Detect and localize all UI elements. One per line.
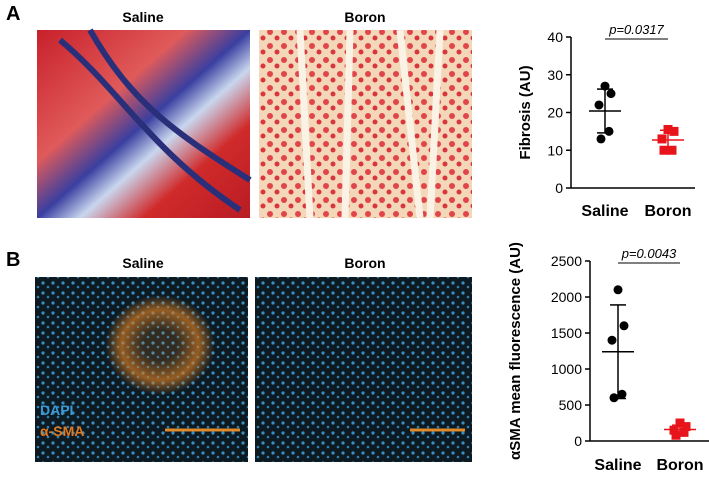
- data-point: [606, 89, 616, 99]
- data-point: [596, 134, 606, 144]
- x-tick-label: Saline: [594, 457, 641, 474]
- data-point: [607, 335, 617, 345]
- x-tick-label: Boron: [644, 203, 691, 220]
- micrograph: [255, 277, 472, 462]
- panel-letter: A: [6, 3, 20, 25]
- data-point: [617, 389, 627, 399]
- panel-letter: B: [6, 249, 20, 271]
- data-point: [594, 100, 604, 110]
- data-point: [657, 134, 667, 144]
- image-title: Boron: [344, 9, 385, 25]
- data-point: [609, 393, 619, 403]
- y-axis-title: Fibrosis (AU): [517, 65, 534, 159]
- p-value: p=0.0317: [608, 22, 664, 37]
- y-tick-label: 30: [547, 67, 563, 83]
- stain-label: DAPI: [40, 402, 73, 418]
- data-point: [681, 422, 691, 432]
- y-tick-label: 1000: [551, 361, 582, 377]
- x-tick-label: Boron: [656, 457, 703, 474]
- y-tick-label: 500: [559, 397, 583, 413]
- data-point: [679, 427, 689, 437]
- image-title: Boron: [344, 255, 385, 271]
- micrograph-detail: [58, 28, 252, 213]
- y-tick-label: 40: [547, 29, 563, 45]
- data-point: [669, 425, 679, 435]
- p-value: p=0.0043: [621, 246, 677, 261]
- y-tick-label: 0: [574, 433, 582, 449]
- image-title: Saline: [122, 9, 163, 25]
- data-point: [613, 285, 623, 295]
- data-point: [671, 430, 681, 440]
- data-point: [619, 321, 629, 331]
- data-point: [669, 126, 679, 136]
- y-tick-label: 10: [547, 142, 563, 158]
- data-point: [663, 124, 673, 134]
- data-point: [659, 145, 669, 155]
- y-tick-label: 1500: [551, 325, 582, 341]
- stain-label: α-SMA: [40, 423, 84, 439]
- data-point: [667, 145, 677, 155]
- y-axis-title: αSMA mean fluorescence (AU): [507, 242, 524, 460]
- y-tick-label: 2500: [551, 253, 582, 269]
- data-point: [604, 126, 614, 136]
- x-tick-label: Saline: [581, 203, 628, 220]
- data-point: [675, 418, 685, 428]
- micrograph-detail: [296, 29, 444, 219]
- image-title: Saline: [122, 255, 163, 271]
- micrograph-detail: [105, 295, 215, 395]
- y-tick-label: 20: [547, 105, 563, 121]
- data-point: [600, 81, 610, 91]
- y-tick-label: 2000: [551, 289, 582, 305]
- y-tick-label: 0: [555, 180, 563, 196]
